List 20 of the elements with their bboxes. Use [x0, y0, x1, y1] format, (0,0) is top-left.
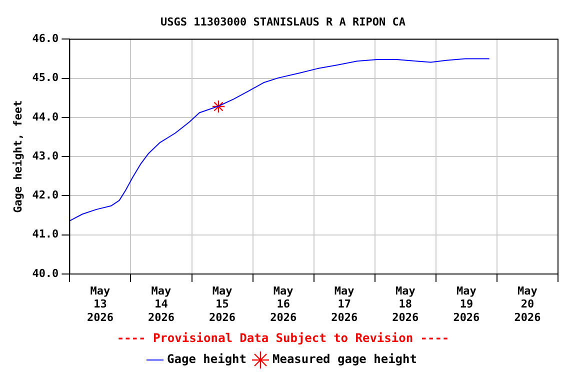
x-tick-label: May 13 2026: [86, 284, 114, 324]
x-tick-label: May 16 2026: [270, 284, 297, 324]
y-tick-label: 40.0: [32, 266, 59, 280]
x-tick-label: May 18 2026: [392, 284, 420, 324]
y-tick-label: 45.0: [32, 71, 59, 84]
x-tick-label: May 15 2026: [209, 284, 236, 324]
x-tick-label: May 14 2026: [148, 284, 175, 324]
y-tick-label: 42.0: [32, 188, 59, 202]
x-tick-label: May 20 2026: [514, 284, 542, 324]
y-tick-label: 46.0: [32, 32, 59, 46]
y-tick-label: 43.0: [32, 149, 59, 162]
text: ---- Provisional Data Subject to Revision ----: [116, 330, 450, 345]
y-tick-label: 41.0: [32, 228, 59, 241]
legend-label: Gage height: [167, 352, 247, 366]
x-tick-label: May 19 2026: [453, 284, 480, 324]
chart-title: USGS 11303000 STANISLAUS R A RIPON CA: [160, 15, 406, 28]
y-axis-title: Gage height, feet: [11, 100, 24, 213]
legend-label: Measured gage height: [272, 352, 417, 366]
y-tick-label: 44.0: [32, 110, 59, 124]
x-tick-label: May 17 2026: [331, 284, 358, 324]
